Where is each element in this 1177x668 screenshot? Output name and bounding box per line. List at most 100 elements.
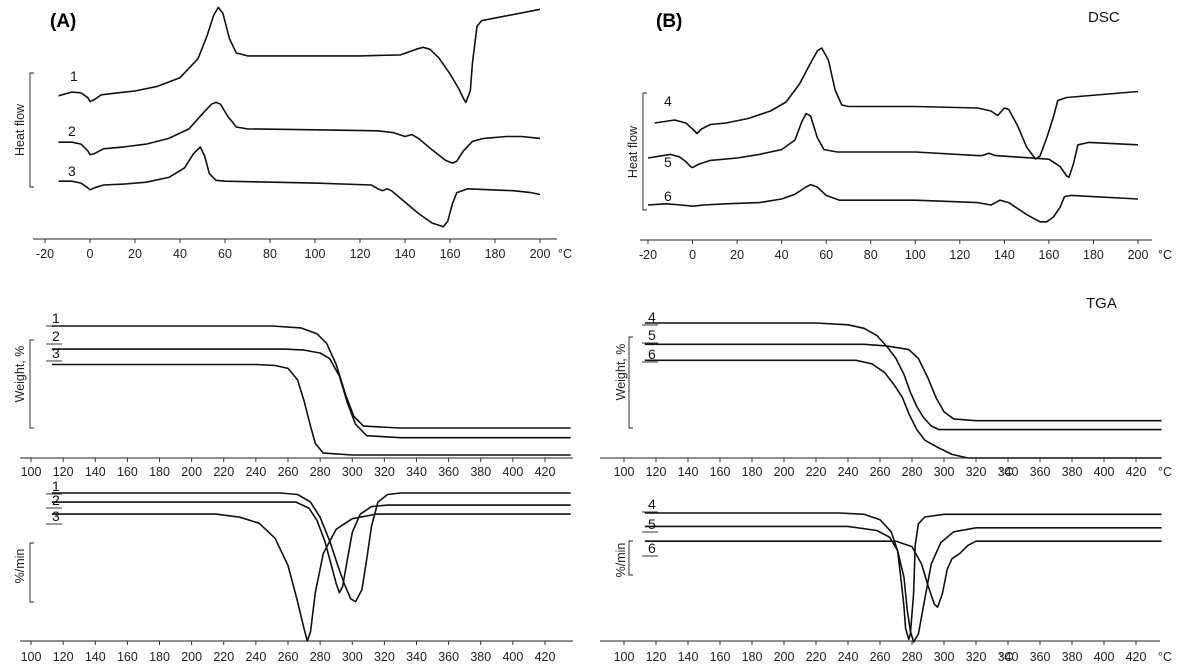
tga-a-tick-label: 360 <box>438 465 459 479</box>
dsc-b-tick-label: 180 <box>1083 248 1104 262</box>
dtg-b-series-label-4: 4 <box>648 496 656 512</box>
dtg-b-plot: 100 120 140 160 180 200 220 240 260 280 300 320 340 3… <box>600 496 1172 664</box>
dtg-a-tick-label: 400 <box>502 650 523 664</box>
dsc-b-tick-label: 80 <box>864 248 878 262</box>
dtg-a-series-label-3: 3 <box>52 508 60 524</box>
dtg-a-tick-label: 260 <box>278 650 299 664</box>
tga-a-series-label-3: 3 <box>52 345 60 361</box>
dtg-a-y-label: %/min <box>13 549 27 584</box>
panel-b-label: (B) <box>656 11 682 32</box>
dtg-b-tick-label: 340 <box>998 650 1019 664</box>
dsc-a-plot: -20 0 20 40 60 80 100 120 140 160 180 200 °C Heat flo… <box>13 6 572 261</box>
dsc-b-series-6 <box>647 183 1139 223</box>
tga-b-tick-label: 300 <box>934 465 955 479</box>
dtg-a-tick-label: 420 <box>535 650 556 664</box>
dtg-a-tick-label: 320 <box>374 650 395 664</box>
dtg-a-y-bracket <box>29 542 34 603</box>
dsc-a-tick-label: 80 <box>263 247 277 261</box>
tga-b-series-label-5: 5 <box>648 327 656 343</box>
tga-a-tick-label: 220 <box>213 465 234 479</box>
dtg-a-series-1 <box>51 492 571 603</box>
tga-a-series-3 <box>51 363 571 456</box>
dsc-b-series-label-6: 6 <box>664 188 672 204</box>
dtg-a-tick-label: 180 <box>149 650 170 664</box>
tga-b-series-label-4: 4 <box>648 309 656 325</box>
dtg-b-y-label: %/min <box>614 543 628 578</box>
tga-a-tick-label: 300 <box>342 465 363 479</box>
dtg-a-series-label-1: 1 <box>52 478 60 494</box>
dsc-a-tick-label: 160 <box>440 247 461 261</box>
dsc-a-tick-label: 200 <box>530 247 551 261</box>
tga-a-tick-label: 320 <box>374 465 395 479</box>
tga-a-tick-label: 340 <box>406 465 427 479</box>
dsc-b-tick-label: 140 <box>994 248 1015 262</box>
tga-b-plot: 100 120 140 160 180 200 220 240 260 280 300 320 340 3… <box>600 309 1172 479</box>
dtg-b-tick-label: 180 <box>742 650 763 664</box>
dtg-a-series-3 <box>51 513 571 642</box>
dtg-b-tick-label: 120 <box>646 650 667 664</box>
dtg-a-unit-label: °C <box>999 650 1013 664</box>
dsc-b-tick-label: 100 <box>905 248 926 262</box>
dsc-a-tick-label: 180 <box>485 247 506 261</box>
tga-b-series-6 <box>644 359 1162 459</box>
dsc-a-y-label: Heat flow <box>13 103 27 156</box>
tga-a-y-bracket <box>29 339 34 429</box>
dtg-a-tick-label: 200 <box>181 650 202 664</box>
dsc-a-series-label-3: 3 <box>68 163 76 179</box>
dtg-b-series-5 <box>644 525 1162 643</box>
tga-a-series-1 <box>51 325 571 429</box>
tga-a-unit-label: °C <box>999 465 1013 479</box>
dtg-b-tick-label: 300 <box>934 650 955 664</box>
tga-a-tick-label: 420 <box>535 465 556 479</box>
dtg-a-tick-label: 160 <box>117 650 138 664</box>
dsc-b-series-4 <box>654 47 1139 160</box>
dtg-a-tick-label: 300 <box>342 650 363 664</box>
tga-b-tick-label: 200 <box>774 465 795 479</box>
dtg-b-tick-label: 400 <box>1094 650 1115 664</box>
dtg-b-tick-label: 160 <box>710 650 731 664</box>
tga-a-tick-label: 380 <box>470 465 491 479</box>
panel-a-label: (A) <box>50 11 76 32</box>
dtg-a-tick-label: 340 <box>406 650 427 664</box>
dtg-a-tick-label: 140 <box>85 650 106 664</box>
dtg-b-tick-label: 260 <box>870 650 891 664</box>
dtg-a-tick-label: 220 <box>213 650 234 664</box>
dtg-a-tick-label: 360 <box>438 650 459 664</box>
tga-section-label: TGA <box>1086 295 1117 312</box>
dtg-b-tick-label: 280 <box>902 650 923 664</box>
tga-a-tick-label: 240 <box>245 465 266 479</box>
tga-b-tick-label: 340 <box>998 465 1019 479</box>
dtg-b-tick-label: 240 <box>838 650 859 664</box>
dsc-a-series-label-2: 2 <box>68 123 76 139</box>
dtg-b-tick-label: 360 <box>1030 650 1051 664</box>
dtg-a-tick-label: 240 <box>245 650 266 664</box>
dsc-a-tick-label: 20 <box>128 247 142 261</box>
tga-a-tick-label: 200 <box>181 465 202 479</box>
dsc-a-tick-label: 60 <box>218 247 232 261</box>
dsc-b-tick-label: 120 <box>949 248 970 262</box>
dtg-b-y-bracket <box>628 540 633 576</box>
tga-b-series-5 <box>644 343 1162 422</box>
dsc-b-y-bracket <box>642 92 647 211</box>
tga-b-y-label: Weight, % <box>614 344 628 401</box>
tga-a-tick-label: 120 <box>53 465 74 479</box>
tga-b-tick-label: 140 <box>678 465 699 479</box>
tga-b-series-label-6: 6 <box>648 346 656 362</box>
dsc-b-tick-label: 160 <box>1038 248 1059 262</box>
dtg-b-tick-label: 200 <box>774 650 795 664</box>
dtg-a-plot: 100 120 140 160 180 200 220 240 260 280 300 320 340 3… <box>13 478 1013 664</box>
dsc-b-tick-label: -20 <box>639 248 657 262</box>
tga-b-series-4 <box>644 322 1162 431</box>
tga-b-tick-label: 320 <box>966 465 987 479</box>
tga-b-tick-label: 120 <box>646 465 667 479</box>
dsc-b-plot: -20 0 20 40 60 80 100 120 140 160 180 200 °C Heat flo… <box>626 47 1172 262</box>
tga-b-tick-label: 100 <box>614 465 635 479</box>
dtg-b-tick-label: 320 <box>966 650 987 664</box>
tga-b-tick-label: 400 <box>1094 465 1115 479</box>
dsc-b-series-label-5: 5 <box>664 154 672 170</box>
tga-b-y-bracket <box>628 336 633 429</box>
dtg-b-series-label-5: 5 <box>648 516 656 532</box>
tga-b-tick-label: 220 <box>806 465 827 479</box>
tga-a-tick-label: 180 <box>149 465 170 479</box>
